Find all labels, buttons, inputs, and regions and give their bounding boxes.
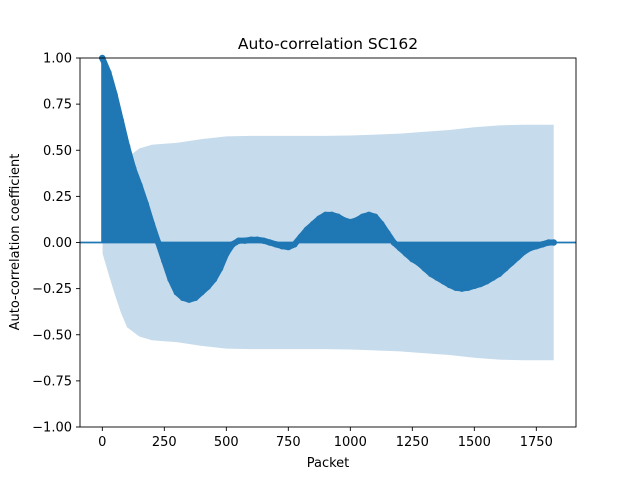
data-point: [148, 220, 156, 228]
data-point: [161, 257, 168, 265]
y-tick-label: −0.50: [32, 328, 72, 343]
data-point: [297, 233, 304, 241]
data-point: [235, 237, 242, 244]
x-tick-label: 0: [98, 435, 106, 450]
data-point: [402, 250, 410, 257]
x-tick-label: 1000: [334, 435, 367, 450]
data-point: [285, 243, 292, 251]
x-tick-label: 1250: [396, 435, 429, 450]
data-point: [278, 242, 286, 250]
data-point: [334, 213, 342, 220]
x-tick-label: 750: [276, 435, 301, 450]
data-point: [526, 244, 534, 252]
data-point: [550, 239, 557, 246]
data-point: [520, 248, 528, 255]
data-point: [105, 69, 112, 76]
data-point: [260, 237, 267, 244]
data-point: [545, 239, 552, 246]
data-point: [452, 284, 459, 291]
data-point: [185, 296, 193, 303]
data-point: [495, 270, 503, 278]
data-point: [440, 278, 447, 285]
data-point: [123, 143, 131, 150]
data-point: [409, 255, 416, 263]
data-point: [136, 182, 143, 189]
data-point: [365, 211, 373, 219]
data-point: [514, 254, 521, 261]
data-point: [229, 241, 236, 248]
data-point: [427, 270, 435, 278]
data-point: [464, 284, 472, 291]
data-point: [471, 282, 478, 290]
data-point: [303, 226, 311, 233]
y-axis-ticks: −1.00 −0.75 −0.50 −0.25 0.00 0.25 0.50 0.75 1.00: [32, 52, 80, 436]
data-point: [328, 211, 335, 219]
data-point: [347, 219, 354, 226]
data-point: [309, 220, 317, 228]
data-point: [247, 236, 255, 243]
data-point: [378, 220, 385, 228]
data-point: [539, 241, 546, 248]
data-point: [241, 237, 249, 244]
data-point: [353, 217, 360, 224]
y-tick-label: 0.75: [43, 98, 72, 113]
data-point: [272, 241, 280, 248]
data-point: [340, 217, 348, 224]
x-tick-label: 500: [214, 435, 239, 450]
data-point: [533, 242, 540, 250]
data-point: [210, 276, 218, 283]
data-point: [223, 250, 230, 257]
y-axis-label: Auto-correlation coefficient: [8, 154, 23, 331]
data-point: [446, 281, 453, 289]
data-point: [371, 213, 379, 220]
data-point: [316, 215, 323, 222]
y-tick-label: 0.50: [43, 144, 72, 159]
data-point: [502, 265, 509, 272]
y-tick-label: −0.25: [32, 282, 72, 297]
y-tick-label: 0.00: [43, 236, 72, 251]
data-point: [204, 283, 211, 290]
data-point: [483, 278, 490, 285]
data-point: [508, 259, 515, 266]
data-point: [192, 294, 199, 302]
chart-title: Auto-correlation SC162: [238, 35, 418, 53]
data-point: [384, 230, 391, 237]
data-point: [477, 280, 484, 288]
data-point: [111, 91, 118, 99]
y-tick-label: 0.25: [43, 190, 72, 205]
y-tick-label: 1.00: [43, 52, 72, 67]
data-point: [254, 236, 261, 243]
data-point: [167, 276, 174, 283]
y-tick-label: −1.00: [32, 421, 72, 436]
marker-layer: [99, 54, 557, 303]
data-point: [433, 274, 441, 281]
data-point: [415, 259, 422, 266]
data-point: [458, 285, 466, 292]
y-tick-label: −0.75: [32, 374, 72, 389]
x-tick-label: 1750: [520, 435, 553, 450]
data-point: [291, 241, 298, 248]
data-point: [130, 165, 137, 172]
data-point: [179, 294, 187, 302]
x-axis-label: Packet: [307, 456, 350, 471]
data-point: [173, 289, 180, 296]
x-axis-ticks: 0 250 500 750 1000 1250 1500 1750: [98, 427, 553, 450]
data-point: [359, 213, 366, 220]
data-point: [198, 289, 205, 296]
data-point: [421, 265, 428, 272]
x-tick-label: 250: [152, 435, 177, 450]
data-point: [266, 239, 273, 246]
data-point: [142, 200, 149, 207]
x-tick-label: 1500: [458, 435, 491, 450]
data-point: [390, 239, 397, 246]
data-point: [489, 274, 497, 281]
data-point: [396, 244, 404, 252]
data-point: [322, 211, 329, 219]
data-point: [117, 117, 125, 124]
data-point: [216, 265, 224, 272]
data-point: [154, 239, 162, 246]
